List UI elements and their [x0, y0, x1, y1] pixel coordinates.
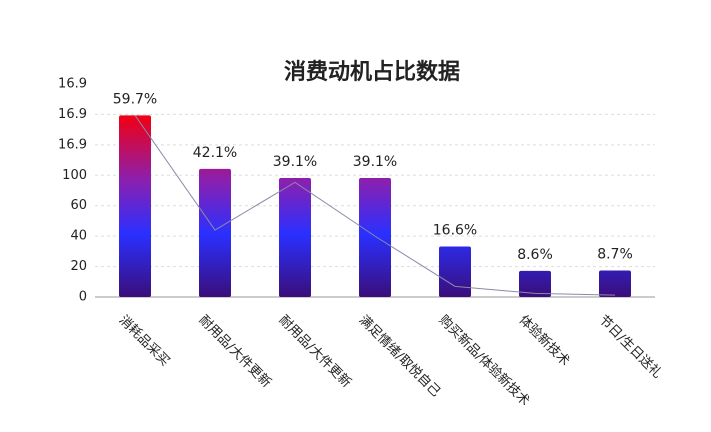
x-tick-label: 消耗品采买 [116, 313, 173, 370]
value-label: 39.1% [273, 154, 317, 170]
x-tick-label: 购买新品/体验新技术 [436, 312, 533, 409]
bar [119, 115, 151, 297]
x-tick-label: 体验新技术 [516, 312, 573, 369]
y-tick-label: 100 [62, 168, 87, 183]
y-tick-label: 40 [70, 229, 87, 244]
y-tick-label: 0 [79, 290, 87, 305]
y-tick-label: 16.9 [58, 137, 87, 152]
trend-line [134, 115, 616, 296]
bar [599, 270, 631, 297]
bar [359, 178, 391, 297]
bar [519, 270, 551, 297]
bar [279, 178, 311, 297]
x-tick-label: 耐用品/大件更新 [276, 312, 355, 391]
value-label: 8.7% [597, 247, 633, 263]
y-tick-label: 60 [70, 198, 87, 213]
value-label: 8.6% [517, 247, 553, 263]
chart-title: 消费动机占比数据 [284, 59, 460, 85]
x-tick-label: 耐用品/大件更新 [196, 312, 275, 391]
y-tick-label: 20 [70, 259, 87, 274]
x-tick-label: 节日/生日送礼 [596, 312, 666, 382]
value-label: 16.6% [433, 222, 477, 238]
x-tick-label: 满足情绪/取悦自己 [356, 313, 443, 400]
value-label: 42.1% [193, 145, 237, 161]
y-tick-label: 16.9 [58, 77, 87, 92]
y-tick-label: 16.9 [58, 107, 87, 122]
value-label: 59.7% [113, 91, 157, 107]
value-label: 39.1% [353, 154, 397, 170]
bar [199, 168, 231, 297]
bar [439, 246, 471, 297]
